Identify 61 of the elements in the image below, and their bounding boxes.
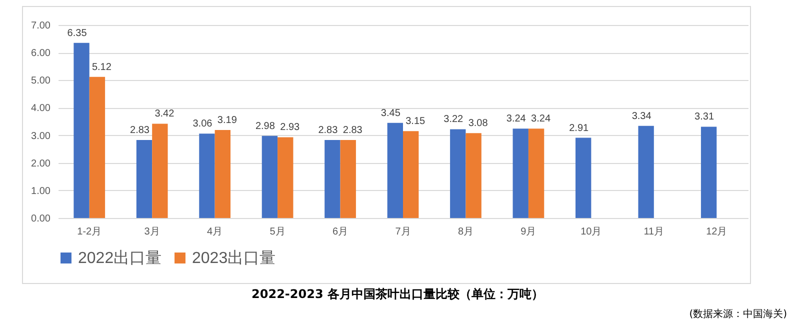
data-label: 3.34 bbox=[632, 110, 652, 122]
bar bbox=[387, 122, 403, 218]
bar bbox=[214, 130, 230, 218]
x-tick-label: 12月 bbox=[706, 226, 728, 238]
x-tick-label: 5月 bbox=[270, 226, 286, 238]
text: 2022-2023 各月中国茶叶出口量比较（单位：万吨） bbox=[250, 286, 544, 303]
text: (数据来源：中国海关) bbox=[689, 308, 787, 321]
data-label: 2.98 bbox=[255, 120, 276, 132]
data-label: 3.42 bbox=[154, 108, 175, 120]
data-label: 3.24 bbox=[531, 114, 551, 125]
bar bbox=[89, 76, 106, 218]
y-tick-label: 7.00 bbox=[31, 20, 51, 32]
y-tick-label: 2.00 bbox=[31, 158, 51, 170]
bar bbox=[262, 136, 278, 218]
data-label: 3.06 bbox=[192, 118, 213, 130]
bar bbox=[152, 124, 168, 218]
data-label: 2.83 bbox=[318, 124, 338, 136]
data-label: 3.19 bbox=[217, 115, 238, 126]
data-label: 3.08 bbox=[468, 118, 488, 130]
bar bbox=[466, 133, 482, 218]
data-label: 3.24 bbox=[506, 114, 526, 125]
data-label: 5.12 bbox=[92, 62, 112, 73]
x-tick-label: 7月 bbox=[395, 226, 411, 238]
data-label: 2.93 bbox=[280, 122, 300, 134]
data-label: 3.22 bbox=[444, 114, 464, 126]
bar bbox=[638, 126, 654, 218]
y-tick-label: 0.00 bbox=[31, 214, 51, 224]
bar bbox=[576, 138, 592, 218]
data-label: 6.35 bbox=[67, 28, 88, 39]
bar bbox=[450, 129, 466, 218]
y-tick-label: 3.00 bbox=[31, 130, 51, 142]
x-tick-label: 3月 bbox=[144, 226, 160, 238]
y-tick-label: 1.00 bbox=[31, 186, 51, 197]
x-tick-label: 10月 bbox=[580, 226, 602, 238]
data-label: 3.45 bbox=[380, 108, 401, 119]
x-tick-label: 1-2月 bbox=[77, 226, 102, 238]
y-tick-label: 6.00 bbox=[31, 48, 51, 60]
bar bbox=[512, 128, 528, 218]
legend-label: 2022出口量 bbox=[78, 249, 162, 267]
y-tick-label: 4.00 bbox=[31, 103, 51, 114]
data-label: 2.91 bbox=[569, 122, 590, 134]
data-label: 2.83 bbox=[342, 124, 363, 136]
data-label: 2.83 bbox=[130, 124, 150, 136]
bar bbox=[324, 140, 340, 218]
y-tick-label: 5.00 bbox=[31, 76, 51, 87]
x-tick-label: 4月 bbox=[207, 226, 223, 238]
legend-label: 2023出口量 bbox=[192, 249, 276, 267]
x-tick-label: 9月 bbox=[520, 226, 536, 238]
bar bbox=[74, 42, 90, 218]
bar bbox=[340, 140, 356, 218]
data-label: 3.31 bbox=[694, 112, 714, 123]
bar bbox=[528, 128, 544, 218]
bar bbox=[403, 131, 419, 218]
x-tick-label: 11月 bbox=[644, 226, 664, 238]
x-tick-label: 6月 bbox=[332, 226, 348, 238]
bar bbox=[700, 126, 717, 218]
bar bbox=[199, 134, 215, 218]
x-tick-label: 8月 bbox=[458, 226, 474, 238]
data-label: 3.15 bbox=[406, 116, 426, 128]
bar bbox=[278, 137, 294, 218]
bar bbox=[136, 140, 152, 218]
